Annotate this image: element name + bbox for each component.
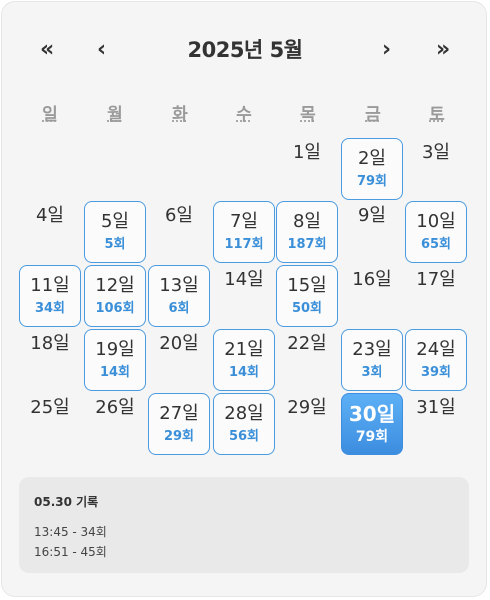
- day-count: 106회: [95, 301, 135, 316]
- day-label: 4일: [35, 205, 64, 226]
- day-label: 6일: [164, 205, 193, 226]
- day-cell-8[interactable]: 8일 187회: [276, 201, 338, 263]
- day-cell-28[interactable]: 28일 56회: [213, 393, 275, 455]
- day-cell-15[interactable]: 15일 50회: [276, 265, 338, 327]
- day-cell-27[interactable]: 27일 29회: [148, 393, 210, 455]
- weekday-sat: 토: [429, 105, 445, 125]
- day-cell-13[interactable]: 13일 6회: [148, 265, 210, 327]
- day-cell-18[interactable]: 18일: [19, 329, 81, 391]
- day-count: 3회: [361, 365, 383, 380]
- day-count: 79회: [356, 174, 388, 189]
- day-cell-23[interactable]: 23일 3회: [341, 329, 403, 391]
- day-cell-6[interactable]: 6일: [148, 201, 210, 263]
- day-label: 29일: [287, 397, 327, 418]
- day-cell-17[interactable]: 17일: [405, 265, 467, 327]
- day-cell-21[interactable]: 21일 14회: [213, 329, 275, 391]
- day-cell-11[interactable]: 11일 34회: [19, 265, 81, 327]
- weekday-thu: 목: [300, 105, 316, 125]
- day-count: 79회: [355, 429, 389, 445]
- day-label: 21일: [224, 339, 264, 360]
- day-count: 5회: [104, 237, 126, 252]
- prev-month-button[interactable]: ‹: [97, 37, 107, 62]
- day-label: 26일: [95, 397, 135, 418]
- day-label: 23일: [352, 339, 392, 360]
- day-cell-26[interactable]: 26일: [84, 393, 146, 455]
- day-count: 14회: [228, 365, 260, 380]
- prev-year-button[interactable]: «: [40, 37, 55, 62]
- day-label: 16일: [352, 269, 392, 290]
- day-label: 1일: [292, 142, 321, 163]
- day-label: 30일: [348, 402, 396, 426]
- day-label: 14일: [224, 269, 264, 290]
- day-cell-5[interactable]: 5일 5회: [84, 201, 146, 263]
- day-cell-25[interactable]: 25일: [19, 393, 81, 455]
- day-label: 7일: [229, 211, 258, 232]
- records-panel: 05.30 기록 13:45 - 34회 16:51 - 45회: [19, 477, 469, 573]
- day-label: 27일: [159, 403, 199, 424]
- weekday-sun: 일: [42, 105, 58, 125]
- day-label: 24일: [416, 339, 456, 360]
- day-cell-22[interactable]: 22일: [276, 329, 338, 391]
- day-cell-24[interactable]: 24일 39회: [405, 329, 467, 391]
- day-count: 39회: [420, 365, 452, 380]
- day-label: 2일: [357, 148, 386, 169]
- day-cell-14[interactable]: 14일: [213, 265, 275, 327]
- day-cell-3[interactable]: 3일: [405, 138, 467, 200]
- record-entry: 13:45 - 34회: [34, 525, 107, 539]
- day-count: 50회: [291, 301, 323, 316]
- day-count: 29회: [163, 429, 195, 444]
- day-label: 18일: [30, 333, 70, 354]
- day-cell-4[interactable]: 4일: [19, 201, 81, 263]
- day-label: 22일: [287, 333, 327, 354]
- day-label: 19일: [95, 339, 135, 360]
- day-label: 20일: [159, 333, 199, 354]
- day-label: 15일: [287, 275, 327, 296]
- record-entry: 16:51 - 45회: [34, 545, 107, 559]
- day-cell-31[interactable]: 31일: [405, 393, 467, 455]
- day-cell-30[interactable]: 30일 79회: [341, 393, 403, 455]
- day-label: 17일: [416, 269, 456, 290]
- day-cell-16[interactable]: 16일: [341, 265, 403, 327]
- day-label: 10일: [416, 211, 456, 232]
- day-cell-7[interactable]: 7일 117회: [213, 201, 275, 263]
- day-cell-10[interactable]: 10일 65회: [405, 201, 467, 263]
- day-cell-20[interactable]: 20일: [148, 329, 210, 391]
- day-count: 65회: [420, 237, 452, 252]
- day-count: 6회: [168, 301, 190, 316]
- day-label: 9일: [357, 205, 386, 226]
- day-count: 14회: [99, 365, 131, 380]
- day-label: 25일: [30, 397, 70, 418]
- day-label: 8일: [292, 211, 321, 232]
- day-cell-2[interactable]: 2일 79회: [341, 138, 403, 200]
- day-cell-29[interactable]: 29일: [276, 393, 338, 455]
- records-title: 05.30 기록: [34, 495, 99, 509]
- weekday-mon: 월: [107, 105, 123, 125]
- day-cell-9[interactable]: 9일: [341, 201, 403, 263]
- weekday-fri: 금: [365, 105, 381, 125]
- day-label: 31일: [416, 397, 456, 418]
- day-label: 12일: [95, 275, 135, 296]
- day-count: 34회: [34, 301, 66, 316]
- day-cell-12[interactable]: 12일 106회: [84, 265, 146, 327]
- next-year-button[interactable]: »: [436, 37, 451, 62]
- day-label: 5일: [100, 211, 129, 232]
- month-title: 2025년 5월: [187, 38, 303, 62]
- weekday-wed: 수: [236, 105, 252, 125]
- day-label: 3일: [421, 142, 450, 163]
- weekday-tue: 화: [172, 105, 188, 125]
- day-count: 117회: [224, 237, 264, 252]
- day-count: 56회: [228, 429, 260, 444]
- day-label: 13일: [159, 275, 199, 296]
- day-label: 28일: [224, 403, 264, 424]
- day-cell-19[interactable]: 19일 14회: [84, 329, 146, 391]
- day-count: 187회: [287, 237, 327, 252]
- day-label: 11일: [30, 275, 70, 296]
- next-month-button[interactable]: ›: [382, 37, 392, 62]
- day-cell-1[interactable]: 1일: [276, 138, 338, 200]
